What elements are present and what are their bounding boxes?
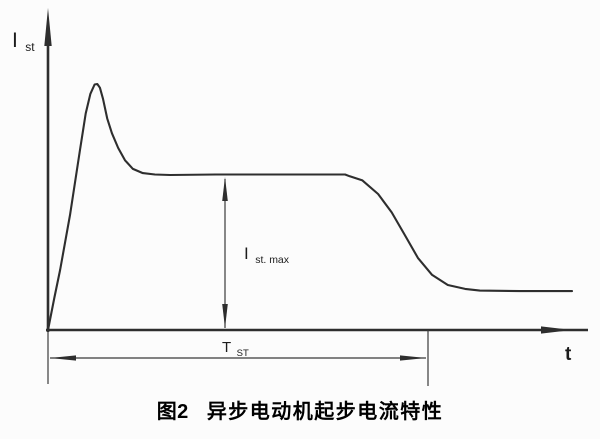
tst-arrowhead-left-icon bbox=[50, 355, 76, 361]
ist-max-label: I st. max bbox=[244, 244, 290, 266]
tst-arrowhead-right-icon bbox=[400, 355, 426, 361]
y-axis-arrowhead-icon bbox=[44, 8, 52, 46]
ist-max-arrowhead-down-icon bbox=[222, 304, 228, 328]
x-axis-arrowhead-icon bbox=[541, 326, 572, 334]
x-axis-label: t bbox=[565, 344, 572, 365]
ist-max-label-main: I bbox=[244, 244, 249, 263]
tst-label-main: T bbox=[222, 339, 231, 356]
figure-caption-number: 图2 bbox=[156, 401, 189, 423]
tst-label-sub: ST bbox=[237, 348, 249, 359]
y-axis-label: I st bbox=[12, 29, 35, 54]
ist-max-label-sub: st. max bbox=[255, 254, 290, 266]
current-curve bbox=[46, 82, 574, 332]
figure-caption-text: 异步电动机起步电流特性 bbox=[206, 401, 444, 423]
y-axis-label-main: I bbox=[12, 29, 18, 52]
tst-label: T ST bbox=[222, 339, 249, 359]
figure-caption: 图2 异步电动机起步电流特性 bbox=[0, 395, 600, 424]
ist-max-arrowhead-up-icon bbox=[222, 177, 228, 201]
y-axis-label-sub: st bbox=[25, 40, 35, 54]
